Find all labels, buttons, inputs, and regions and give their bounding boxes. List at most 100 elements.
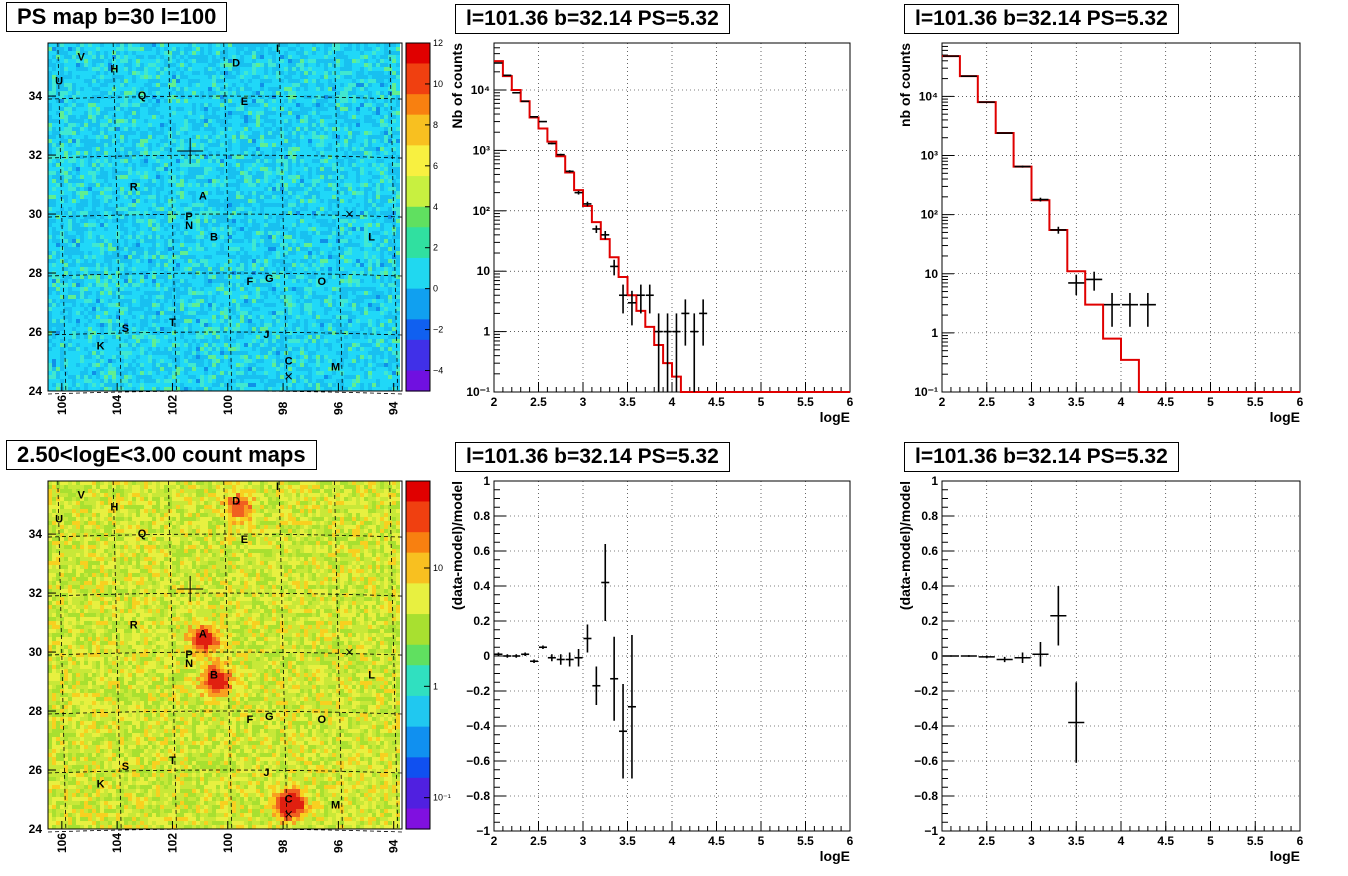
map_top-source-S: S — [122, 323, 129, 335]
plot_br-frame — [941, 480, 1301, 832]
map_bottom-source-F: F — [247, 714, 254, 726]
plot_br-y-tick-label: 0.4 — [921, 579, 938, 593]
map_bottom-source-J: J — [263, 767, 269, 779]
map_top-source-D: D — [232, 58, 240, 70]
plot_tm-point — [530, 115, 539, 118]
plot_tr-y-tick-label: 10³ — [921, 149, 938, 163]
plot_bm-y-tick-label: −0.2 — [466, 684, 490, 698]
plot_tr-point — [1032, 197, 1049, 202]
plot_tm-model-step-line — [494, 60, 850, 393]
plot_bm-point — [503, 654, 512, 658]
map_bottom-x-tick-label: 106 — [55, 833, 69, 853]
map_bottom-source-I: I — [276, 481, 279, 493]
plot_bm-x-tick-label: 3 — [580, 834, 587, 848]
plot_tm-point — [521, 100, 530, 103]
plot_tm-point — [565, 170, 574, 173]
plot_bm-x-tick-label: 4 — [669, 834, 676, 848]
plot_bm-y-tick-label: 1 — [483, 474, 490, 488]
plot_tm-x-axis-label: logE — [820, 409, 850, 425]
map_top-y-tick-label: 26 — [29, 325, 43, 339]
plot_tr-y-tick-label: 10 — [925, 267, 939, 281]
plot_br-x-tick-label: 5.5 — [1247, 834, 1264, 848]
map_bottom-source-K: K — [97, 779, 105, 791]
map_bottom-cells — [48, 481, 400, 829]
plot_tr-x-tick-label: 2.5 — [978, 395, 995, 409]
plot_tm-x-tick-label: 4 — [669, 395, 676, 409]
plot_bm-x-tick-label: 5 — [758, 834, 765, 848]
plot_tm-y-tick-label: 10³ — [473, 143, 490, 157]
map_bottom-source-S: S — [122, 761, 129, 773]
plot_tr-frame — [941, 42, 1301, 393]
plot_bm-x-tick-label: 4.5 — [708, 834, 725, 848]
map_top-source-A: A — [199, 190, 207, 202]
map_top-y-tick-label: 34 — [29, 89, 43, 103]
plot_tm-y-tick-label: 1 — [483, 325, 490, 339]
map_bottom-source-T: T — [169, 755, 176, 767]
plot_tm-x-tick-label: 2 — [491, 395, 498, 409]
map_top-source-Q: Q — [138, 90, 147, 102]
plot_br-plot-area — [942, 481, 1300, 831]
plot_tm-data-points — [494, 62, 708, 392]
plot_tm-y-axis-label: Nb of counts — [449, 43, 465, 129]
plot_br-chart: 2 2.5 3 3.5 4 4.5 5 5.5 6 −1 −0.8 −0.6 −0.4 −0.2 0 0.2 0… — [897, 474, 1304, 864]
plot_br-point — [1050, 586, 1067, 646]
plot_tm-point — [663, 313, 672, 392]
plot_bm-x-axis-label: logE — [820, 848, 850, 864]
map_bottom-source-P: P — [185, 649, 192, 661]
map_top-source-K: K — [97, 341, 105, 353]
map_bottom-grid — [47, 480, 403, 833]
map_bottom-y-tick-label: 24 — [29, 822, 43, 836]
map_top-colorbar: −4 −2 0 2 4 6 8 10 12 — [405, 38, 443, 392]
plot_bm-point — [565, 652, 574, 667]
plot_tm-x-tick-label: 3 — [580, 395, 587, 409]
map_top-frame — [47, 42, 403, 392]
map_bottom-x-marker — [285, 810, 292, 818]
map_top-colorbar-tick: 12 — [433, 38, 443, 48]
map-bottom-title: 2.50<logE<3.00 count maps — [6, 440, 317, 470]
plot_br-x-tick-label: 5 — [1207, 834, 1214, 848]
map_top-source-O: O — [318, 276, 327, 288]
map_bottom-source-L: L — [368, 670, 375, 682]
plot_tr-y-tick-label: 1 — [931, 326, 938, 340]
plot_bm-y-tick-label: −1 — [476, 824, 490, 838]
plot_tm-point — [645, 284, 654, 314]
map_top-source-G: G — [265, 273, 274, 285]
map_top-x-tick-label: 106 — [55, 395, 69, 415]
plot_br-y-tick-label: 0 — [931, 649, 938, 663]
plot_tr-data-points — [942, 55, 1156, 327]
plot_tr-x-tick-label: 3 — [1028, 395, 1035, 409]
map_bottom-source-A: A — [199, 628, 207, 640]
plot_bm-x-tick-label: 2.5 — [530, 834, 547, 848]
map_bottom-source-N: N — [185, 658, 193, 670]
plot_bm-point — [610, 636, 619, 721]
plot_tm-point — [619, 284, 628, 314]
plot_bm-point — [556, 654, 565, 665]
plot_bm-x-tick-label: 2 — [491, 834, 498, 848]
plot_tr-y-tick-label: 10⁴ — [919, 89, 938, 103]
plot_bm-y-tick-label: −0.6 — [466, 754, 490, 768]
plot_bm-chart: 2 2.5 3 3.5 4 4.5 5 5.5 6 −1 −0.8 −0.6 −0.4 −0.2 0 0.2 0… — [449, 474, 854, 864]
plot_br-x-tick-label: 2.5 — [978, 834, 995, 848]
map_bottom-x-tick-label: 98 — [276, 839, 290, 853]
plot_tr-x-tick-label: 6 — [1297, 395, 1304, 409]
plot_br-y-axis-label: (data-model)/model — [897, 481, 913, 610]
plot_tr-x-tick-label: 5 — [1207, 395, 1214, 409]
map_bottom-y-tick-label: 34 — [29, 527, 43, 541]
map_bottom-colorbar: 10⁻¹ 1 10 — [405, 480, 451, 830]
plot_tr-point — [1121, 292, 1139, 327]
plot_br-x-tick-label: 4.5 — [1157, 834, 1174, 848]
plot_tm-y-tick-label: 10² — [473, 204, 490, 218]
map_top-y-tick-label: 32 — [29, 148, 43, 162]
plot_bm-y-tick-label: 0.6 — [473, 544, 490, 558]
map_bottom-y-tick-label: 28 — [29, 704, 43, 718]
plot_br-point — [1014, 652, 1031, 663]
plot_tr-x-tick-label: 4.5 — [1157, 395, 1174, 409]
map_top-chart: 106 104 102 100 98 96 94242628303234VUHQIDERAP… — [29, 38, 444, 415]
map_bottom-x-tick-label: 104 — [110, 833, 124, 853]
plot_bm-y-tick-label: 0.8 — [473, 509, 490, 523]
map_top-colorbar-tick: 10 — [433, 79, 443, 89]
plot_tm-point — [592, 225, 601, 233]
map_top-source-B: B — [210, 232, 218, 244]
map_top-cells — [48, 43, 400, 391]
plot_tr-point — [1086, 271, 1103, 291]
